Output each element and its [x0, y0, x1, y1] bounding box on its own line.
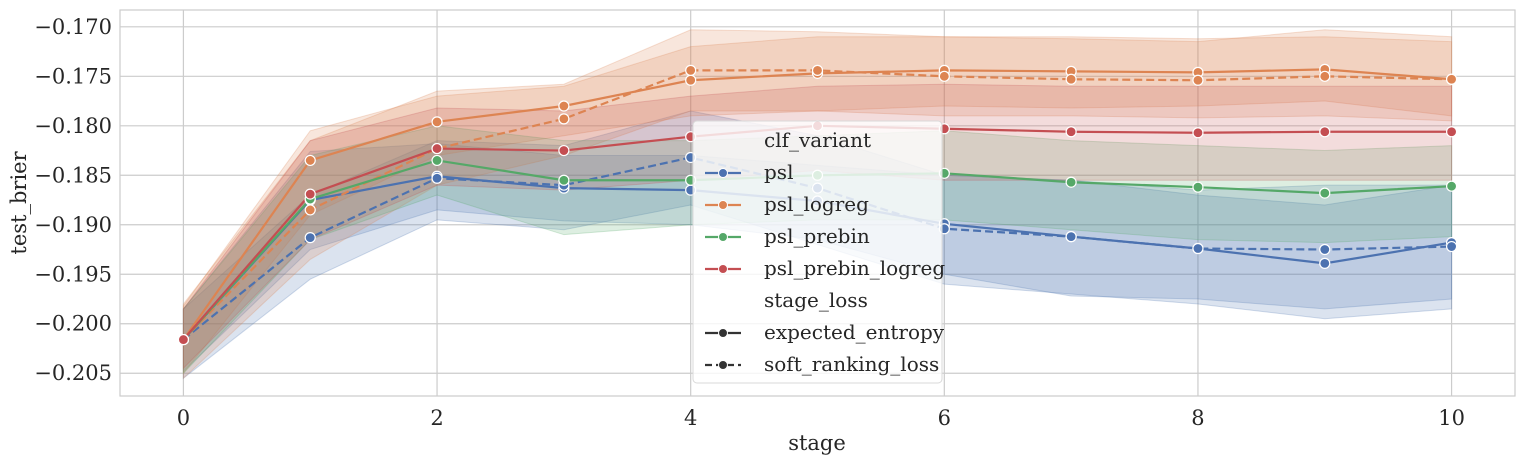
- point-psl-dashed: [1319, 243, 1331, 256]
- point-psl_prebin_logreg-solid: [431, 142, 443, 155]
- y-tick-label: −0.185: [34, 163, 112, 187]
- ci-band-psl_logreg-dashed: [182, 29, 1453, 380]
- ci-band-psl_prebin_logreg-solid: [182, 83, 1453, 370]
- legend-entry: psl_prebin_logreg: [764, 256, 945, 280]
- point-psl_prebin_logreg-solid: [1192, 127, 1204, 139]
- point-psl_logreg-solid: [431, 116, 443, 128]
- y-tick-label: −0.175: [34, 64, 112, 88]
- y-tick-label: −0.200: [34, 312, 112, 336]
- plot-frame: [119, 9, 1516, 397]
- point-psl_prebin-solid: [1065, 176, 1077, 188]
- legend-box: [692, 120, 943, 384]
- legend-entry: psl: [764, 160, 793, 184]
- y-tick-label: −0.180: [34, 114, 112, 138]
- x-axis-label: stage: [788, 431, 846, 455]
- point-psl_prebin_logreg-solid: [304, 188, 316, 200]
- x-tick-label: 10: [1438, 406, 1465, 430]
- x-tick-label: 6: [938, 406, 951, 430]
- point-psl-dashed: [304, 232, 316, 244]
- legend-entry: soft_ranking_loss: [764, 352, 939, 376]
- y-tick-label: −0.190: [34, 213, 112, 237]
- point-psl_prebin_logreg-solid: [1065, 126, 1077, 138]
- y-tick-label: −0.170: [34, 15, 112, 39]
- point-psl_logreg-dashed: [1192, 74, 1204, 86]
- legend-marker: [718, 168, 728, 178]
- x-tick-label: 4: [684, 406, 697, 430]
- point-psl-dashed: [1192, 242, 1204, 255]
- legend-marker: [718, 264, 728, 274]
- point-psl_prebin-solid: [1445, 180, 1458, 192]
- legend-marker: [718, 360, 728, 370]
- series-markers: [177, 63, 1458, 346]
- point-psl_logreg-dashed: [558, 113, 570, 125]
- legend-marker: [718, 232, 728, 242]
- y-tick-label: −0.205: [34, 361, 112, 385]
- point-psl_prebin-solid: [431, 154, 443, 167]
- x-tick-label: 8: [1191, 406, 1204, 430]
- legend-marker: [718, 200, 728, 210]
- point-psl_logreg-solid: [558, 100, 570, 112]
- point-psl_logreg-dashed: [811, 64, 824, 76]
- point-psl-dashed: [1065, 231, 1077, 243]
- point-psl_prebin-solid: [1319, 187, 1331, 199]
- point-psl_logreg-dashed: [685, 64, 697, 76]
- point-psl_prebin-solid: [1192, 181, 1204, 193]
- point-psl_prebin_logreg-solid: [177, 333, 190, 346]
- point-psl_prebin-solid: [558, 174, 570, 186]
- legend-entry: psl_logreg: [764, 192, 869, 216]
- legend-title-hue: clf_variant: [764, 128, 871, 152]
- x-tick-label: 0: [177, 406, 190, 430]
- legend-entry: psl_prebin: [764, 224, 870, 248]
- point-psl_logreg-dashed: [304, 204, 316, 216]
- legend-entry: expected_entropy: [764, 320, 945, 344]
- y-tick-label: −0.195: [34, 262, 112, 286]
- point-psl_logreg-dashed: [1065, 73, 1077, 85]
- point-psl_logreg-solid: [304, 154, 316, 167]
- point-psl_prebin_logreg-solid: [1445, 126, 1458, 138]
- ci-band-psl_logreg-solid: [182, 36, 1453, 375]
- point-psl-solid: [1319, 257, 1331, 269]
- x-tick-label: 2: [430, 406, 443, 430]
- point-psl_logreg-dashed: [1319, 70, 1331, 82]
- y-axis-label: test_brier: [7, 150, 31, 254]
- legend-marker: [718, 328, 728, 338]
- ci-band-psl-solid: [182, 143, 1453, 373]
- point-psl_logreg-dashed: [938, 70, 950, 82]
- point-psl_logreg-solid: [685, 74, 697, 86]
- point-psl_logreg-dashed: [1445, 73, 1458, 85]
- point-psl_prebin_logreg-solid: [1319, 126, 1331, 138]
- x-tick-labels: 0 2 4 6 8 10: [177, 406, 1465, 430]
- point-psl-dashed: [431, 172, 443, 184]
- legend-title-style: stage_loss: [764, 288, 868, 312]
- point-psl_prebin_logreg-solid: [558, 144, 570, 157]
- point-psl-dashed: [1445, 240, 1458, 253]
- y-tick-labels: −0.170 −0.175 −0.180 −0.185 −0.190 −0.195 −0.2…: [34, 15, 112, 385]
